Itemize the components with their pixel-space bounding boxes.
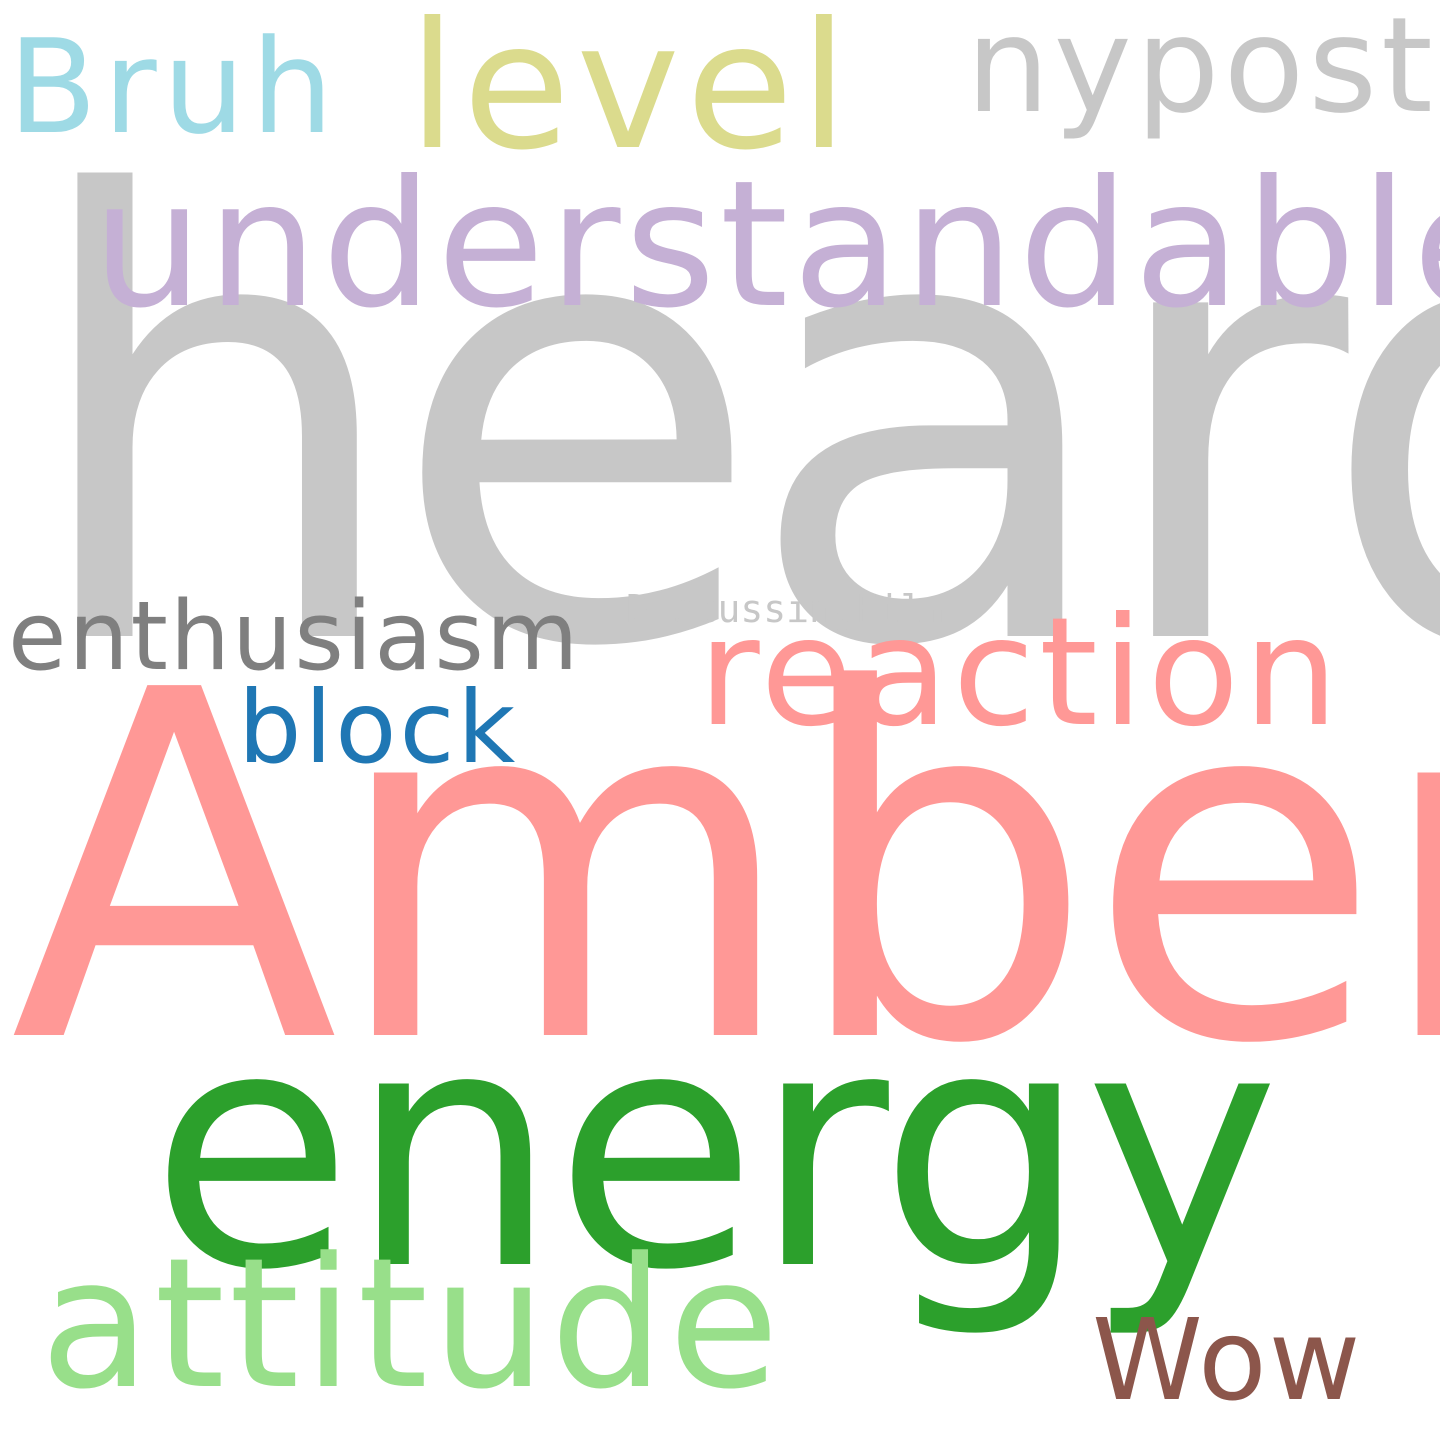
word-attitude: attitude	[40, 1220, 784, 1429]
word-enthusiasm: enthusiasm	[8, 582, 581, 692]
word-level: level	[408, 0, 855, 189]
word-discussingfilm: DiscussingFilm	[626, 587, 947, 631]
word-understandable: understandable	[92, 144, 1440, 347]
word-nypost: nypost	[966, 0, 1437, 143]
word-heard: heard	[22, 70, 1440, 780]
word-block: block	[238, 669, 519, 786]
word-energy: energy	[150, 958, 1280, 1342]
word-bruh: Bruh	[8, 11, 340, 163]
word-wow: Wow	[1092, 1296, 1363, 1426]
word-amber: Amber	[10, 590, 1440, 1149]
word-reaction: reaction	[698, 586, 1343, 760]
